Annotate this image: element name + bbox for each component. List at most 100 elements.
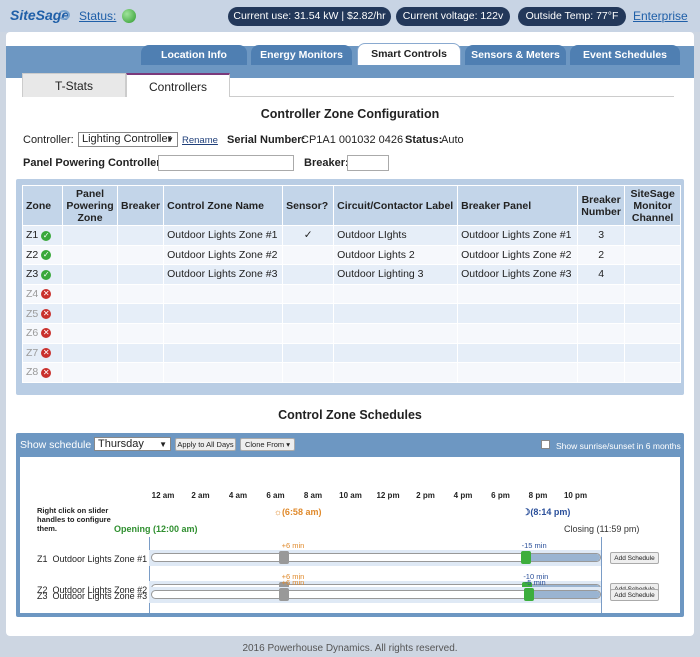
off-handle[interactable] [520,551,531,564]
zone-row[interactable]: Z6 ✕ [22,322,682,344]
col-panel: Panel Powering Zone [62,185,118,226]
clone-from-button[interactable]: Clone From ▾ [240,438,295,451]
rename-link[interactable]: Rename [182,135,218,146]
tab-event-schedules[interactable]: Event Schedules [570,45,680,65]
time-tick: 6 am [266,491,285,500]
zone-name: Outdoor Lights Zone #1 [163,225,284,246]
zone-breaker-number [577,362,626,383]
status-link[interactable]: Status: [79,9,117,23]
serial-value: CP1A1 001032 0426 [301,134,404,146]
off-handle[interactable] [523,588,534,601]
zone-row[interactable]: Z1 ✓ Outdoor Lights Zone #1 ✓ Outdoor LIghts… [22,225,682,246]
zone-channel [624,283,682,305]
zone-id: Z8 [26,366,39,379]
on-handle[interactable] [278,588,289,601]
zone-panel [62,322,118,344]
zone-row[interactable]: Z4 ✕ [22,283,682,305]
controller-select[interactable]: Lighting Controller ▼ [78,132,178,147]
tab-energy-monitors[interactable]: Energy Monitors [251,45,352,65]
zone-circuit: Outdoor LIghts [333,225,459,246]
panel-powering-input[interactable] [158,155,294,171]
breaker-input[interactable] [347,155,389,171]
panel-powering-label: Panel Powering Controller: [23,157,165,169]
col-sensor: Sensor? [282,185,335,226]
serial-label: Serial Number: [227,134,306,146]
sunrise-time: (6:58 am) [281,507,322,517]
tab-smart-controls[interactable]: Smart Controls [357,43,461,65]
schedule-slider[interactable] [151,553,601,562]
outside-temp-badge: Outside Temp: 77°F [518,7,626,26]
zone-name: Outdoor Lights Zone #2 [163,244,284,266]
zone-channel [624,225,682,246]
time-tick: 10 pm [563,491,588,500]
disabled-icon: ✕ [41,367,52,378]
col-monitor-channel: SiteSage Monitor Channel [624,185,682,226]
zone-table-container: Zone Panel Powering Zone Breaker Control… [16,179,684,395]
sitesage-logo[interactable]: SiteSage [10,7,70,23]
schedule-zone-name: Outdoor Lights Zone #1 [52,554,148,564]
zone-row[interactable]: Z7 ✕ [22,342,682,364]
zone-row[interactable]: Z3 ✓ Outdoor Lights Zone #3 Outdoor Lightin… [22,264,682,285]
schedule-zone-label: Z2 Outdoor Lights Zone #2 [37,585,147,595]
subtab-bar: T-Stats Controllers [22,73,674,97]
zone-circuit: Outdoor Lights 2 [333,244,459,266]
time-tick: 8 pm [528,491,548,500]
zone-id: Z7 [26,346,39,359]
schedule-zone-id: Z1 [37,554,48,564]
schedule-zone-label: Z1 Outdoor Lights Zone #1 [37,554,147,564]
zone-row[interactable]: Z8 ✕ [22,362,682,383]
zone-name: Outdoor Lights Zone #3 [163,264,284,285]
schedules-title: Control Zone Schedules [278,408,422,422]
tab-location-info[interactable]: Location Info [141,45,247,65]
zone-breaker-panel [457,283,579,305]
sunrise-checkbox[interactable] [541,440,550,449]
breaker-label: Breaker: [304,157,349,169]
enterprise-link[interactable]: Enterprise [633,9,688,23]
col-breaker-number: Breaker Number [577,185,626,226]
zone-sensor: ✓ [282,225,335,246]
zone-row[interactable]: Z5 ✕ [22,303,682,324]
zone-id: Z3 [26,268,39,281]
subtab-tstats[interactable]: T-Stats [22,73,126,97]
zone-channel [624,342,682,364]
tab-sensors-meters[interactable]: Sensors & Meters [465,45,566,65]
controller-label: Controller: [23,134,74,146]
zone-table: Zone Panel Powering Zone Breaker Control… [22,185,682,383]
subtab-controllers[interactable]: Controllers [126,73,230,97]
time-tick: 2 am [191,491,210,500]
time-tick: 12 pm [376,491,400,500]
schedule-slider[interactable] [151,590,601,599]
zone-breaker-panel: Outdoor Lights Zone #3 [457,264,579,285]
opening-time: Opening (12:00 am) [114,524,198,534]
zone-breaker-number [577,283,626,305]
zone-breaker-panel: Outdoor Lights Zone #1 [457,225,579,246]
add-schedule-button[interactable]: Add Schedule [610,589,659,601]
zone-breaker [116,362,165,383]
zone-row[interactable]: Z2 ✓ Outdoor Lights Zone #2 Outdoor Lights … [22,244,682,266]
zone-breaker [116,244,165,266]
zone-sensor [282,303,335,324]
zone-breaker-number: 4 [577,264,626,285]
time-tick: 6 pm [491,491,510,500]
check-icon: ✓ [41,269,52,280]
on-handle[interactable] [278,551,289,564]
check-icon: ✓ [41,230,52,241]
show-schedule-label: Show schedule [20,439,92,451]
footer: 2016 Powerhouse Dynamics. All rights res… [242,643,458,654]
on-range [526,554,600,561]
on-offset: +6 min [281,541,305,550]
zone-sensor [282,283,335,305]
apply-all-days-button[interactable]: Apply to All Days [175,438,236,451]
schedule-zone-name: Outdoor Lights Zone #3 [52,591,148,601]
zone-id: Z4 [26,288,39,301]
add-schedule-button[interactable]: Add Schedule [610,552,659,564]
dropdown-arrow-icon: ▼ [166,135,174,144]
col-breaker: Breaker [116,185,165,226]
closing-line [601,537,602,613]
zone-sensor [282,342,335,364]
check-icon: ✓ [41,250,52,261]
zone-table-header: Zone Panel Powering Zone Breaker Control… [22,185,682,226]
day-select[interactable]: Thursday ▼ [94,437,171,451]
zone-sensor [282,244,335,266]
zone-panel [62,225,118,246]
